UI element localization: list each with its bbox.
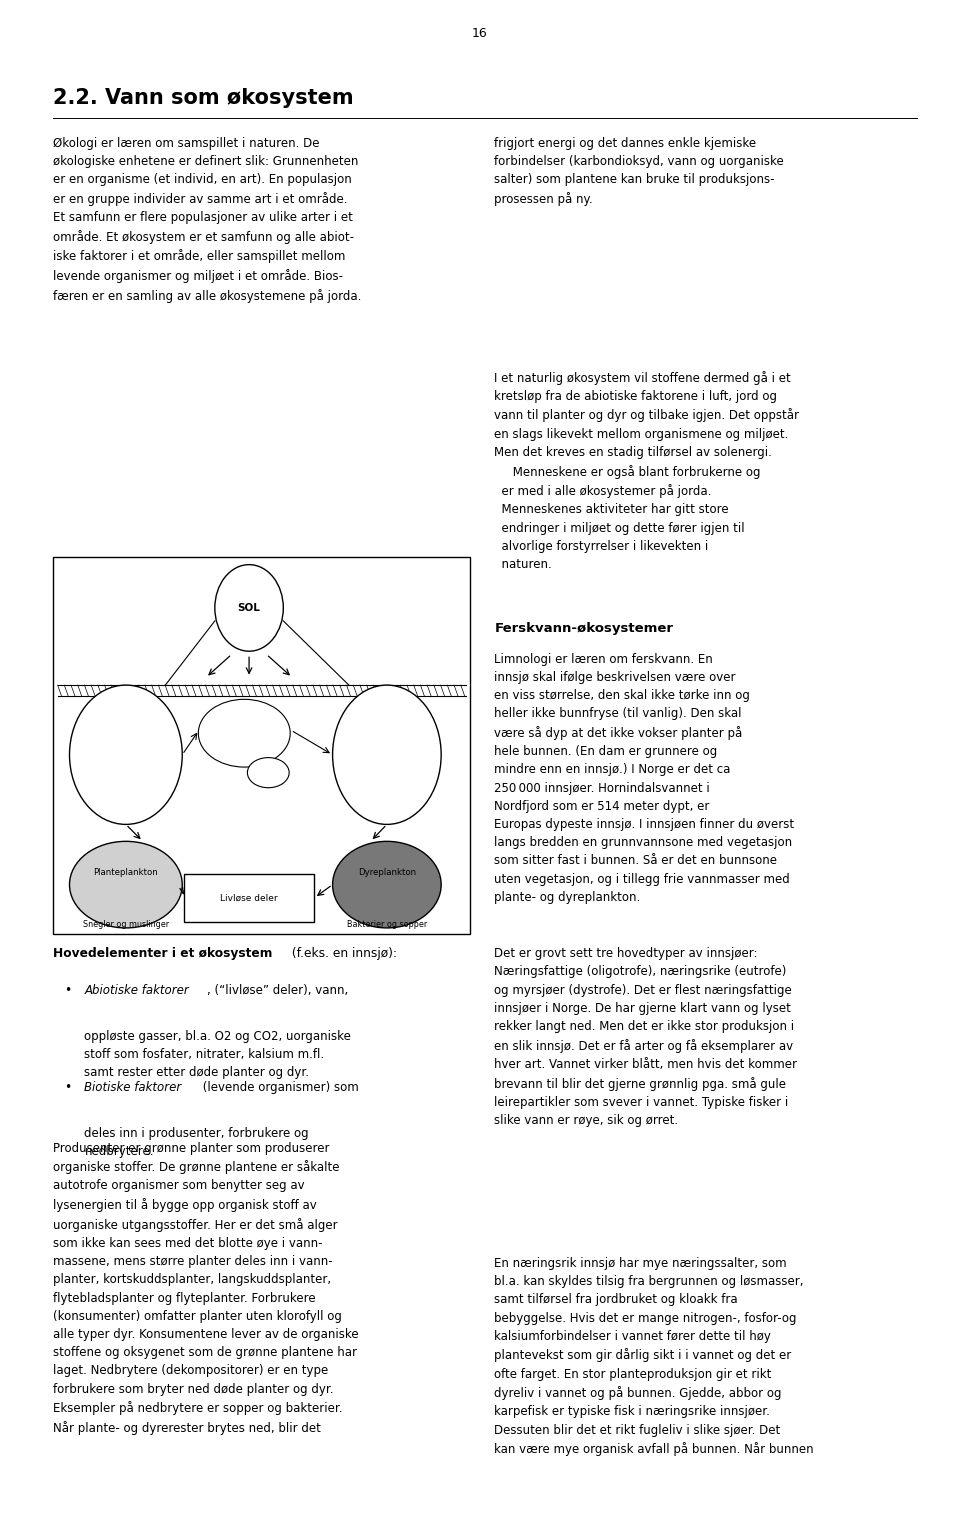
Text: Biotiske faktorer: Biotiske faktorer — [84, 1081, 181, 1094]
Text: •: • — [64, 1081, 72, 1094]
Text: , (“livløse” deler), vann,: , (“livløse” deler), vann, — [207, 984, 348, 997]
Text: (levende organismer) som: (levende organismer) som — [199, 1081, 358, 1094]
Text: oppløste gasser, bl.a. O2 og CO2, uorganiske
stoff som fosfater, nitrater, kalsi: oppløste gasser, bl.a. O2 og CO2, uorgan… — [84, 1029, 351, 1079]
Text: Snegler og muslinger: Snegler og muslinger — [83, 920, 169, 929]
Text: SOL: SOL — [238, 603, 260, 613]
Text: Planteplankton: Planteplankton — [93, 868, 158, 877]
Text: Produsenter er grønne planter som produserer
organiske stoffer. De grønne plante: Produsenter er grønne planter som produs… — [53, 1142, 358, 1435]
Bar — [53, 557, 470, 934]
Bar — [183, 873, 314, 921]
Text: •: • — [64, 984, 72, 997]
Ellipse shape — [69, 685, 182, 824]
Text: Dyreplankton: Dyreplankton — [358, 868, 416, 877]
Text: Bakterier og sopper: Bakterier og sopper — [347, 920, 427, 929]
Text: 16: 16 — [472, 27, 488, 41]
Text: I et naturlig økosystem vil stoffene dermed gå i et
kretsløp fra de abiotiske fa: I et naturlig økosystem vil stoffene der… — [494, 370, 800, 571]
Ellipse shape — [332, 841, 442, 927]
Text: 2.2. Vann som økosystem: 2.2. Vann som økosystem — [53, 88, 353, 108]
Text: Hovedelementer i et økosystem: Hovedelementer i et økosystem — [53, 947, 273, 961]
Text: En næringsrik innsjø har mye næringssalter, som
bl.a. kan skyldes tilsig fra ber: En næringsrik innsjø har mye næringssalt… — [494, 1257, 814, 1456]
Text: frigjort energi og det dannes enkle kjemiske
forbindelser (karbondioksyd, vann o: frigjort energi og det dannes enkle kjem… — [494, 137, 784, 206]
Text: Livløse deler: Livløse deler — [220, 893, 277, 902]
Text: Abiotiske faktorer: Abiotiske faktorer — [84, 984, 189, 997]
Text: Ferskvann-økosystemer: Ferskvann-økosystemer — [494, 622, 673, 636]
Text: deles inn i produsenter, forbrukere og
nedbrytere.: deles inn i produsenter, forbrukere og n… — [84, 1126, 309, 1158]
Ellipse shape — [69, 841, 182, 927]
Text: Økologi er læren om samspillet i naturen. De
økologiske enhetene er definert sli: Økologi er læren om samspillet i naturen… — [53, 137, 361, 302]
Ellipse shape — [248, 757, 289, 788]
Ellipse shape — [199, 700, 290, 767]
Text: Limnologi er læren om ferskvann. En
innsjø skal ifølge beskrivelsen være over
en: Limnologi er læren om ferskvann. En inns… — [494, 653, 795, 903]
Ellipse shape — [332, 685, 442, 824]
Text: (f.eks. en innsjø):: (f.eks. en innsjø): — [288, 947, 397, 961]
Ellipse shape — [215, 565, 283, 651]
Text: Det er grovt sett tre hovedtyper av innsjøer:
Næringsfattige (oligotrofe), nærin: Det er grovt sett tre hovedtyper av inns… — [494, 947, 798, 1126]
